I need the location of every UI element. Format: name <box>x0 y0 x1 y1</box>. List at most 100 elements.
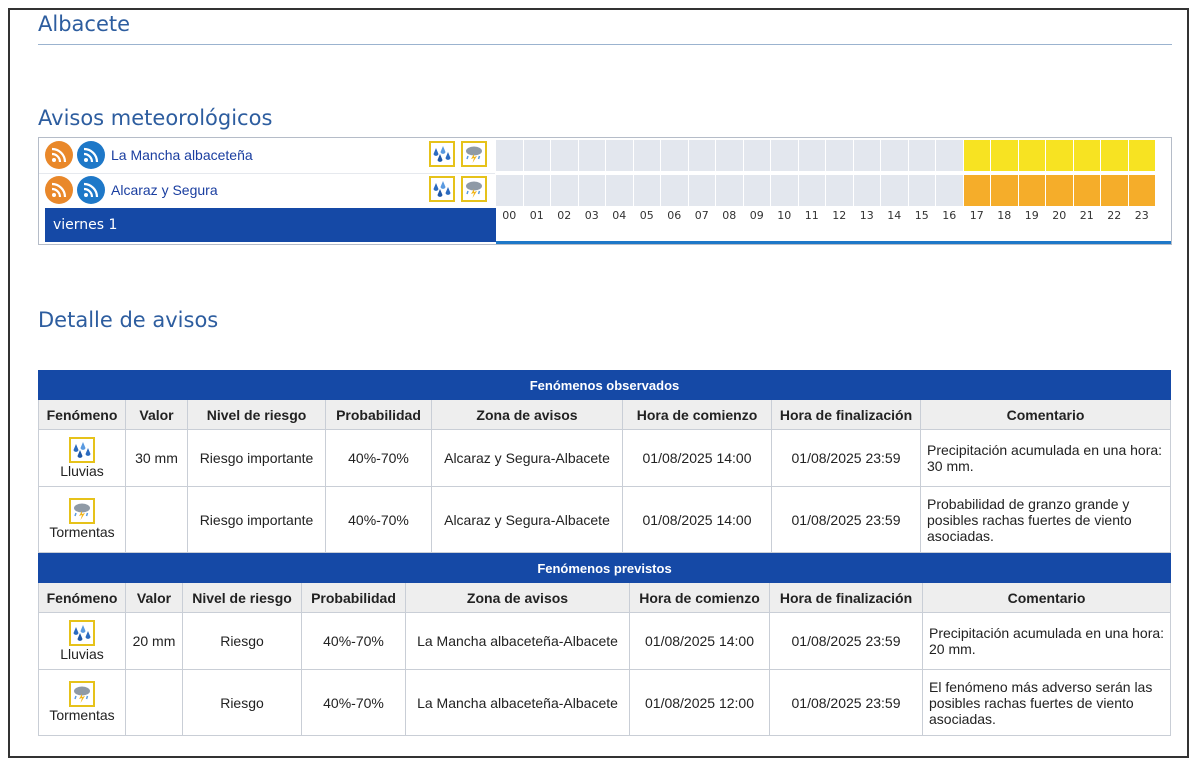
storm-icon[interactable] <box>461 176 487 202</box>
hour-cell <box>606 175 633 206</box>
hour-cell <box>633 140 660 171</box>
hour-label: 16 <box>942 209 957 222</box>
storm-icon <box>69 681 95 707</box>
hour-label: 18 <box>997 209 1012 222</box>
hour-cell <box>523 175 550 206</box>
rain-icon[interactable] <box>429 176 455 202</box>
hour-cell <box>688 140 715 171</box>
hour-cell <box>963 175 990 206</box>
hour-label: 02 <box>557 209 572 222</box>
hour-label: 07 <box>694 209 709 222</box>
phenomenon-label: Lluvias <box>60 645 104 662</box>
rain-icon <box>69 436 95 463</box>
phenomenon-label: Tormentas <box>49 707 115 723</box>
comment-cell: Precipitación acumulada en una hora: 30 … <box>920 429 1171 487</box>
zone-link[interactable]: La Mancha albaceteña <box>111 147 253 163</box>
column-header: Comentario <box>922 582 1171 613</box>
hour-cell <box>633 175 660 206</box>
zone-cell: Alcaraz y Segura-Albacete <box>431 429 623 487</box>
rain-icon <box>69 619 95 646</box>
probability-cell: 40%-70% <box>301 669 406 736</box>
zone-links: Alcaraz y Segura <box>45 176 218 204</box>
value-cell: 20 mm <box>125 612 183 670</box>
start-time-cell: 01/08/2025 14:00 <box>629 612 770 670</box>
hour-cell <box>1101 175 1128 206</box>
hour-label: 08 <box>722 209 737 222</box>
observed-table: Fenómenos observados Fenómeno Valor Nivel … <box>38 370 1171 553</box>
warning-zone-row: Alcaraz y Segura <box>39 173 1171 208</box>
hour-cell <box>496 140 523 171</box>
hour-cell <box>661 140 688 171</box>
title-divider <box>38 44 1172 45</box>
phenomenon-label: Lluvias <box>60 462 104 479</box>
phenomenon-cell: Lluvias <box>38 612 126 670</box>
detalle-heading: Detalle de avisos <box>38 308 219 332</box>
hour-axis: 00 01 02 03 04 05 06 07 08 09 10 11 12 13 14 15 16 17 18 19… <box>496 209 1156 222</box>
hour-label: 05 <box>639 209 654 222</box>
hour-label: 19 <box>1024 209 1039 222</box>
hour-cell <box>1046 140 1073 171</box>
end-time-cell: 01/08/2025 23:59 <box>771 486 921 553</box>
column-header: Fenómeno <box>38 399 126 430</box>
column-header: Hora de comienzo <box>622 399 772 430</box>
rss-feed-icon[interactable] <box>77 141 105 169</box>
storm-icon <box>69 498 95 524</box>
rss-feed-icon[interactable] <box>45 141 73 169</box>
hour-cell <box>1073 175 1100 206</box>
hour-cell <box>853 175 880 206</box>
risk-level-cell: Riesgo <box>182 669 302 736</box>
column-header: Fenómeno <box>38 582 126 613</box>
column-header: Valor <box>125 399 188 430</box>
hour-label: 09 <box>749 209 764 222</box>
hour-cell <box>716 140 743 171</box>
hour-cell <box>743 175 770 206</box>
warning-zone-row: La Mancha albaceteña <box>39 138 1171 173</box>
table-row: Lluvias 30 mm Riesgo importante 40%-70% Alca… <box>38 429 1171 487</box>
hour-cell <box>908 140 935 171</box>
hour-cell <box>798 175 825 206</box>
hour-label: 03 <box>584 209 599 222</box>
table-row: Lluvias 20 mm Riesgo 40%-70% La Mancha albac… <box>38 612 1171 670</box>
column-header: Zona de avisos <box>431 399 623 430</box>
end-time-cell: 01/08/2025 23:59 <box>771 429 921 487</box>
hour-cell <box>771 140 798 171</box>
rss-feed-icon[interactable] <box>77 176 105 204</box>
zone-cell: Alcaraz y Segura-Albacete <box>431 486 623 553</box>
end-time-cell: 01/08/2025 23:59 <box>769 669 923 736</box>
hour-label: 11 <box>804 209 819 222</box>
column-header: Probabilidad <box>325 399 432 430</box>
column-header: Hora de finalización <box>769 582 923 613</box>
risk-level-cell: Riesgo importante <box>187 486 326 553</box>
avisos-heading: Avisos meteorológicos <box>38 106 273 130</box>
hour-cell <box>1046 175 1073 206</box>
zone-link[interactable]: Alcaraz y Segura <box>111 182 218 198</box>
table-row: Tormentas Riesgo 40%-70% La Mancha albacete… <box>38 669 1171 736</box>
start-time-cell: 01/08/2025 14:00 <box>622 486 772 553</box>
hour-cell <box>881 175 908 206</box>
phenomenon-label: Tormentas <box>49 524 115 540</box>
hour-label: 22 <box>1107 209 1122 222</box>
hour-cell <box>1128 140 1155 171</box>
column-header: Hora de finalización <box>771 399 921 430</box>
hour-cell <box>991 140 1018 171</box>
forecast-table: Fenómenos previstos Fenómeno Valor Nivel d… <box>38 553 1171 736</box>
phenomenon-cell: Lluvias <box>38 429 126 487</box>
zone-phenomena-icons <box>429 176 493 202</box>
rss-feed-icon[interactable] <box>45 176 73 204</box>
storm-icon[interactable] <box>461 141 487 167</box>
hour-cell <box>523 140 550 171</box>
probability-cell: 40%-70% <box>325 486 432 553</box>
comment-cell: Precipitación acumulada en una hora: 20 … <box>922 612 1171 670</box>
hour-cell <box>1018 140 1045 171</box>
probability-cell: 40%-70% <box>301 612 406 670</box>
hour-cell <box>1073 140 1100 171</box>
hour-cell <box>1101 140 1128 171</box>
hour-cells <box>496 175 1156 206</box>
hour-cell <box>771 175 798 206</box>
hour-cell <box>496 175 523 206</box>
hour-cell <box>826 175 853 206</box>
value-cell <box>125 486 188 553</box>
rain-icon[interactable] <box>429 141 455 167</box>
hour-label: 04 <box>612 209 627 222</box>
column-header: Hora de comienzo <box>629 582 770 613</box>
